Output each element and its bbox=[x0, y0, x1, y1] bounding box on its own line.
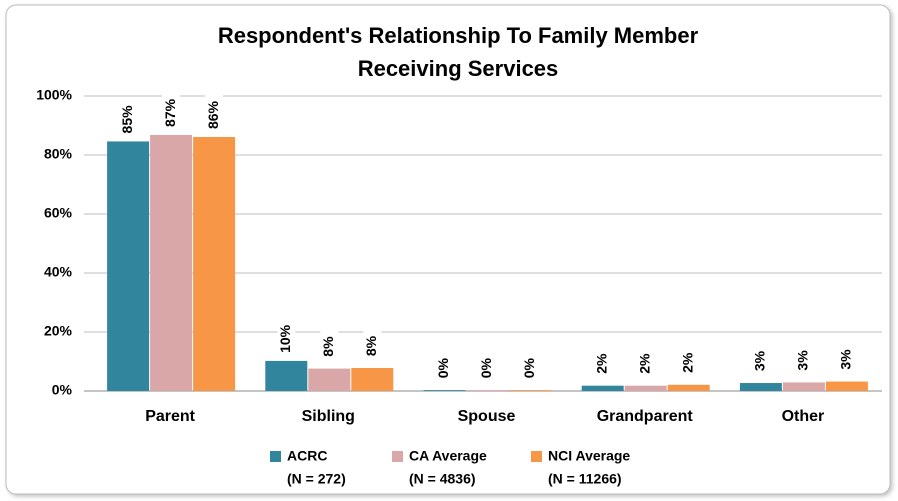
x-tick-label: Spouse bbox=[458, 408, 516, 425]
data-label: 8% bbox=[320, 336, 336, 357]
x-tick-label: Other bbox=[782, 408, 825, 425]
data-label-bg bbox=[363, 325, 382, 366]
x-tick-label: Grandparent bbox=[597, 408, 694, 425]
data-label-bg bbox=[521, 348, 540, 389]
data-label: 2% bbox=[636, 353, 652, 374]
data-label-bg bbox=[435, 348, 454, 389]
data-label: 0% bbox=[521, 357, 537, 378]
bar bbox=[351, 367, 394, 391]
data-label: 0% bbox=[478, 357, 494, 378]
legend-swatch bbox=[392, 451, 403, 462]
chart-title: Receiving Services bbox=[358, 56, 559, 81]
bar bbox=[308, 368, 351, 391]
data-label: 10% bbox=[277, 324, 293, 353]
data-label-bg bbox=[679, 342, 698, 383]
y-tick-label: 100% bbox=[36, 87, 72, 103]
data-label-bg bbox=[205, 95, 224, 136]
data-label-bg bbox=[593, 343, 612, 384]
chart-title: Respondent's Relationship To Family Memb… bbox=[218, 23, 699, 48]
legend-note: (N = 272) bbox=[287, 471, 346, 487]
bar bbox=[150, 134, 193, 391]
data-label: 8% bbox=[363, 335, 379, 356]
bar bbox=[265, 360, 308, 391]
data-label: 85% bbox=[119, 105, 135, 134]
legend-label: CA Average bbox=[409, 448, 487, 464]
bar bbox=[624, 385, 667, 391]
y-tick-label: 60% bbox=[44, 205, 73, 221]
legend-label: NCI Average bbox=[548, 448, 630, 464]
data-label-bg bbox=[837, 339, 856, 380]
y-tick-label: 40% bbox=[44, 264, 73, 280]
data-label: 2% bbox=[679, 352, 695, 373]
bar bbox=[193, 137, 236, 391]
x-tick-label: Parent bbox=[145, 408, 195, 425]
bar bbox=[423, 390, 466, 391]
data-label: 87% bbox=[162, 98, 178, 127]
legend-note: (N = 11266) bbox=[548, 471, 622, 487]
legend-swatch bbox=[270, 451, 281, 462]
legend-label: ACRC bbox=[287, 448, 327, 464]
bar bbox=[466, 390, 509, 391]
bar bbox=[739, 383, 782, 391]
data-label-bg bbox=[320, 326, 339, 367]
bar bbox=[581, 385, 624, 391]
data-label: 2% bbox=[593, 353, 609, 374]
data-label: 0% bbox=[435, 357, 451, 378]
data-label-bg bbox=[636, 343, 655, 384]
data-label-bg bbox=[119, 99, 138, 140]
legend-swatch bbox=[531, 451, 542, 462]
legend-note: (N = 4836) bbox=[409, 471, 476, 487]
data-label-bg bbox=[751, 341, 770, 382]
data-label-bg bbox=[794, 340, 813, 381]
x-tick-label: Sibling bbox=[302, 408, 355, 425]
data-label: 3% bbox=[838, 349, 854, 370]
y-tick-label: 0% bbox=[52, 382, 73, 398]
data-label-bg bbox=[478, 348, 497, 389]
data-label: 86% bbox=[205, 100, 221, 129]
bar bbox=[667, 384, 710, 391]
data-label: 3% bbox=[752, 350, 768, 371]
data-label-bg bbox=[162, 92, 181, 133]
data-label: 3% bbox=[795, 350, 811, 371]
bar bbox=[782, 382, 825, 391]
y-tick-label: 20% bbox=[44, 323, 73, 339]
y-tick-label: 80% bbox=[44, 146, 73, 162]
bar bbox=[825, 381, 868, 391]
bar bbox=[509, 390, 552, 391]
data-label-bg bbox=[277, 318, 296, 359]
bar bbox=[107, 141, 150, 391]
